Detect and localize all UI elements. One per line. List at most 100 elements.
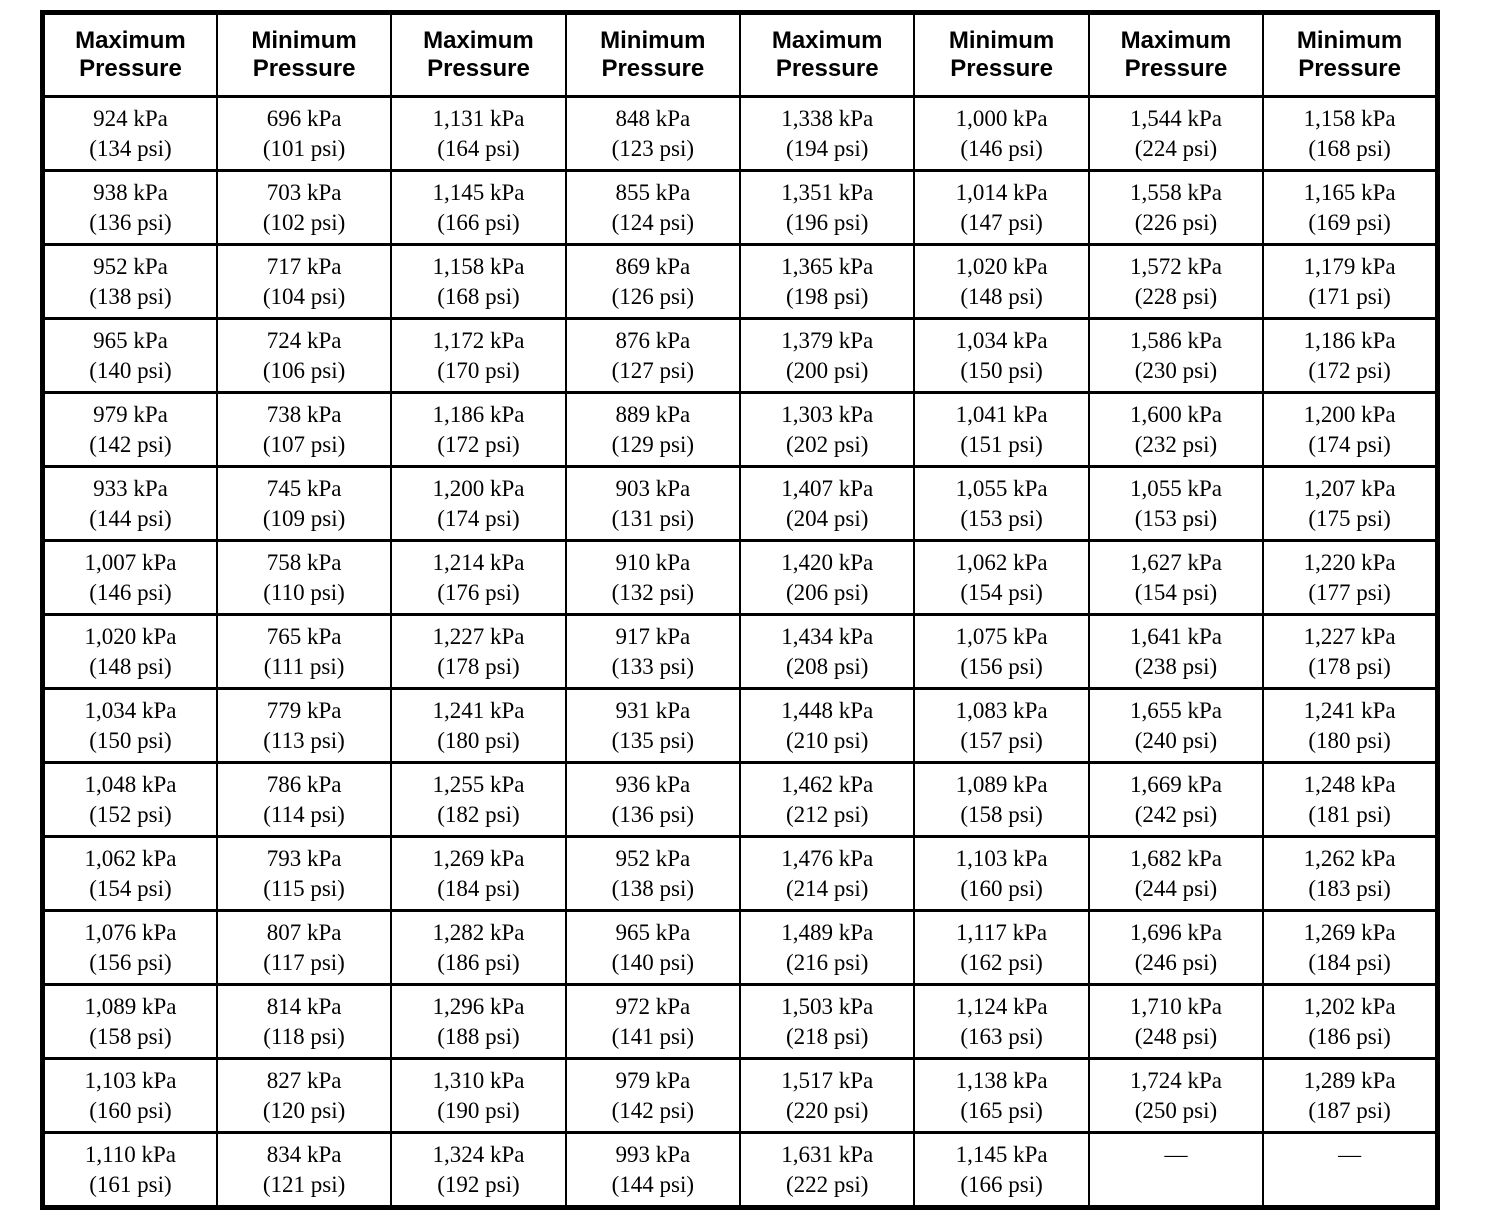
psi-value: (230 psi) [1134,357,1218,383]
pressure-cell: 1,083 kPa (157 psi) [913,687,1090,764]
psi-value: (181 psi) [1308,801,1391,827]
psi-value: (154 psi) [89,875,172,901]
psi-value: (126 psi) [611,283,695,309]
column-header: Maximum Pressure [390,12,567,98]
kpa-value: 965 kPa [93,327,168,353]
pressure-cell: 1,558 kPa (226 psi) [1087,169,1265,246]
kpa-value: 848 kPa [615,105,691,131]
psi-value: (124 psi) [611,209,695,235]
header-row: Maximum Pressure Minimum Pressure Maximum … [41,12,1439,98]
kpa-value: 1,241 kPa [1303,697,1396,723]
psi-value: (158 psi) [89,1023,172,1049]
pressure-cell: 827 kPa (120 psi) [215,1057,393,1134]
pressure-cell: 1,627 kPa (154 psi) [1087,539,1265,616]
kpa-value: 1,124 kPa [955,993,1048,1019]
psi-value: (212 psi) [785,801,869,827]
psi-value: (228 psi) [1134,283,1218,309]
psi-value: (120 psi) [262,1097,346,1123]
kpa-value: 1,641 kPa [1129,623,1222,649]
table-row: 1,103 kPa (160 psi) 827 kPa (120 psi) 1,310 … [41,1057,1439,1134]
kpa-value: 979 kPa [615,1067,691,1093]
psi-value: (206 psi) [785,579,869,605]
pressure-cell: 1,296 kPa (188 psi) [390,983,567,1060]
psi-value: (133 psi) [611,653,695,679]
psi-value: (141 psi) [611,1023,695,1049]
kpa-value: 696 kPa [266,105,342,131]
pressure-cell: 910 kPa (132 psi) [564,539,742,616]
pressure-cell: 1,076 kPa (156 psi) [41,909,218,986]
pressure-cell: 1,158 kPa (168 psi) [390,243,567,320]
psi-value: (154 psi) [1134,579,1218,605]
kpa-value: 738 kPa [266,401,342,427]
pressure-cell: 1,462 kPa (212 psi) [738,761,916,838]
pressure-cell: 1,310 kPa (190 psi) [390,1057,567,1134]
kpa-value: 1,682 kPa [1129,845,1222,871]
pressure-cell: 1,248 kPa (181 psi) [1262,761,1439,838]
kpa-value: 1,586 kPa [1129,327,1222,353]
psi-value: (246 psi) [1134,949,1218,975]
column-header: Maximum Pressure [738,12,916,98]
pressure-cell: — [1262,1131,1439,1209]
kpa-value: 1,303 kPa [781,401,874,427]
kpa-value: 1,145 kPa [955,1141,1048,1167]
kpa-value: 931 kPa [615,697,691,723]
psi-value: (177 psi) [1308,579,1391,605]
kpa-value: 1,007 kPa [84,549,177,575]
pressure-cell: 745 kPa (109 psi) [215,465,393,542]
pressure-cell: 696 kPa (101 psi) [215,95,393,172]
kpa-value: 1,220 kPa [1303,549,1396,575]
pressure-cell: 936 kPa (136 psi) [564,761,742,838]
psi-value: (180 psi) [437,727,520,753]
psi-value: (210 psi) [785,727,869,753]
kpa-value: 1,338 kPa [781,105,874,131]
pressure-table: Maximum Pressure Minimum Pressure Maximum … [40,10,1440,1210]
psi-value: (172 psi) [437,431,520,457]
kpa-value: 1,055 kPa [1129,475,1222,501]
kpa-value: 903 kPa [615,475,691,501]
kpa-value: 827 kPa [266,1067,342,1093]
column-header: Maximum Pressure [1087,12,1265,98]
pressure-cell: 1,089 kPa (158 psi) [41,983,218,1060]
kpa-value: 814 kPa [266,993,342,1019]
psi-value: (226 psi) [1134,209,1218,235]
kpa-value: 1,407 kPa [781,475,874,501]
pressure-cell: 1,103 kPa (160 psi) [913,835,1090,912]
pressure-cell: 1,145 kPa (166 psi) [390,169,567,246]
psi-value: (123 psi) [611,135,695,161]
table-row: 979 kPa (142 psi) 738 kPa (107 psi) 1,186 kP… [41,391,1439,468]
kpa-value: 1,117 kPa [955,919,1048,945]
kpa-value: — [1338,1141,1362,1167]
pressure-cell: 807 kPa (117 psi) [215,909,393,986]
pressure-cell: 903 kPa (131 psi) [564,465,742,542]
kpa-value: 869 kPa [615,253,691,279]
psi-value: (156 psi) [960,653,1043,679]
psi-value: (151 psi) [960,431,1043,457]
psi-value: (158 psi) [960,801,1043,827]
psi-value: (174 psi) [1308,431,1391,457]
pressure-cell: 917 kPa (133 psi) [564,613,742,690]
psi-value: (136 psi) [611,801,695,827]
psi-value: (134 psi) [89,135,172,161]
psi-value: (216 psi) [785,949,869,975]
psi-value: (196 psi) [785,209,869,235]
kpa-value: 933 kPa [93,475,168,501]
kpa-value: 1,269 kPa [432,845,525,871]
psi-value: (150 psi) [89,727,172,753]
kpa-value: 1,055 kPa [955,475,1048,501]
psi-value: (129 psi) [611,431,695,457]
table-row: 924 kPa (134 psi) 696 kPa (101 psi) 1,131 kP… [41,95,1439,172]
psi-value: (178 psi) [437,653,520,679]
psi-value [1090,1170,1262,1200]
pressure-cell: 1,303 kPa (202 psi) [738,391,916,468]
psi-value: (138 psi) [611,875,695,901]
psi-value: (161 psi) [89,1171,172,1197]
pressure-cell: 1,434 kPa (208 psi) [738,613,916,690]
table-header: Maximum Pressure Minimum Pressure Maximum … [41,12,1439,98]
pressure-cell: 1,110 kPa (161 psi) [41,1131,218,1209]
pressure-cell: 1,448 kPa (210 psi) [738,687,916,764]
psi-value: (114 psi) [263,801,345,827]
psi-value: (188 psi) [437,1023,520,1049]
kpa-value: 1,379 kPa [781,327,874,353]
psi-value: (174 psi) [437,505,520,531]
